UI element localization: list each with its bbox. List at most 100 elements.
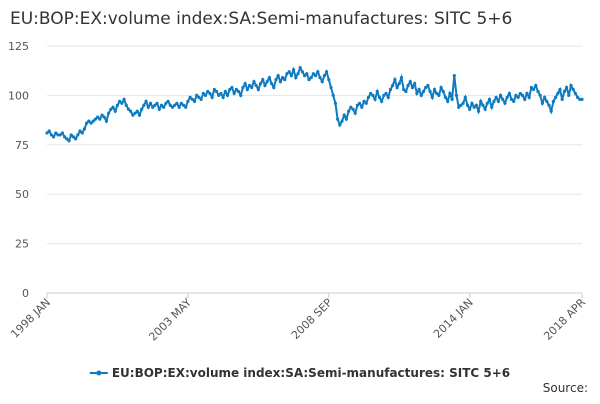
data-point (245, 87, 249, 92)
data-point (254, 83, 258, 88)
data-point (175, 101, 179, 105)
data-point (214, 89, 219, 94)
data-point (322, 74, 327, 78)
data-point (347, 109, 351, 113)
data-point (289, 74, 293, 78)
data-point (388, 87, 393, 92)
data-point (353, 111, 357, 115)
data-point (164, 101, 168, 105)
data-point (236, 89, 241, 94)
data-point (413, 81, 417, 86)
data-point (267, 76, 271, 80)
data-point (148, 101, 153, 105)
data-point (404, 89, 408, 94)
data-point (459, 103, 463, 107)
data-point (509, 97, 514, 101)
data-point (135, 109, 139, 113)
data-point (424, 85, 428, 90)
data-point (340, 119, 344, 123)
data-point (225, 93, 230, 97)
data-point (490, 105, 494, 109)
data-point (415, 91, 419, 96)
data-point (468, 107, 472, 111)
data-point (564, 85, 569, 90)
data-point (452, 74, 456, 78)
data-point (54, 131, 58, 135)
data-point (371, 93, 375, 97)
data-point (377, 95, 382, 99)
data-point (199, 97, 203, 101)
data-point (573, 91, 577, 96)
data-point (551, 99, 555, 103)
data-point (399, 76, 404, 80)
data-point (505, 95, 509, 99)
data-point (329, 85, 333, 90)
data-point (382, 93, 386, 97)
data-point (151, 105, 155, 109)
data-point (91, 119, 95, 123)
data-point (465, 103, 470, 107)
data-point (269, 81, 274, 86)
data-point (230, 85, 234, 90)
data-point (203, 93, 208, 97)
data-point (190, 97, 194, 101)
y-tick-label: 75 (15, 139, 29, 152)
data-point (476, 109, 481, 113)
data-point (545, 99, 549, 103)
data-point (58, 133, 62, 137)
data-point (291, 68, 296, 72)
data-point (272, 85, 276, 90)
data-point (386, 95, 390, 99)
legend-label: EU:BOP:EX:volume index:SA:Semi-manufactu… (112, 366, 510, 380)
data-point (410, 85, 415, 90)
data-point (483, 107, 487, 111)
data-point (144, 99, 148, 103)
data-point (302, 74, 307, 78)
data-point (142, 103, 146, 107)
data-point (437, 93, 441, 97)
data-point (397, 81, 401, 86)
data-point (274, 77, 278, 82)
data-point (325, 70, 329, 74)
data-point (408, 79, 412, 84)
source-note: Source: (543, 381, 588, 395)
data-point (107, 111, 111, 115)
data-point (454, 93, 459, 97)
data-point (170, 105, 175, 109)
data-point (80, 131, 84, 135)
data-point (89, 121, 93, 125)
data-point (520, 93, 525, 97)
data-point (331, 93, 335, 97)
x-tick-label: 2008 SEP (289, 296, 335, 342)
data-point (232, 91, 236, 96)
data-point (503, 101, 507, 105)
data-point (131, 113, 135, 117)
x-tick-label: 2003 MAY (146, 296, 194, 344)
data-point (439, 85, 443, 90)
data-point (71, 135, 76, 139)
data-point (305, 72, 309, 76)
data-point (162, 105, 166, 109)
data-point (157, 107, 161, 111)
data-point (228, 87, 232, 92)
data-point (501, 97, 505, 101)
data-point (300, 70, 304, 74)
data-point (241, 85, 245, 90)
data-point (507, 91, 511, 96)
data-point (461, 101, 465, 105)
chart-title: EU:BOP:EX:volume index:SA:Semi-manufactu… (10, 9, 512, 29)
data-point (492, 99, 496, 103)
data-point (85, 121, 89, 125)
data-point (146, 105, 150, 109)
data-point (393, 77, 397, 82)
data-point (173, 103, 177, 107)
data-point (395, 85, 399, 90)
data-point (311, 72, 315, 76)
x-tick-label: 2018 APR (541, 296, 588, 343)
data-point (252, 79, 256, 84)
data-point (406, 83, 410, 88)
data-point (155, 101, 159, 105)
data-point (294, 76, 298, 80)
data-point (549, 109, 553, 113)
data-point (556, 91, 560, 96)
